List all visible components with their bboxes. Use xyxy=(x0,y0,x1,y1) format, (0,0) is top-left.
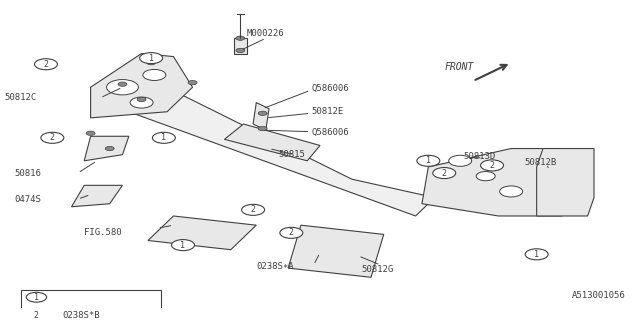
Polygon shape xyxy=(537,148,594,216)
Text: 1: 1 xyxy=(161,133,166,142)
Polygon shape xyxy=(422,148,562,216)
Circle shape xyxy=(26,311,47,320)
Text: A513001056: A513001056 xyxy=(572,291,626,300)
Text: Q586006: Q586006 xyxy=(312,128,349,137)
Circle shape xyxy=(147,60,156,65)
Text: 0238S*B: 0238S*B xyxy=(62,311,100,320)
Text: 2: 2 xyxy=(490,161,495,170)
Circle shape xyxy=(481,160,504,171)
Text: 2: 2 xyxy=(251,205,255,214)
Text: 50815: 50815 xyxy=(278,150,305,159)
Circle shape xyxy=(118,82,127,86)
Polygon shape xyxy=(72,185,122,207)
Text: 0474S: 0474S xyxy=(14,195,41,204)
Circle shape xyxy=(137,97,146,102)
Circle shape xyxy=(105,146,114,151)
Circle shape xyxy=(417,155,440,166)
Polygon shape xyxy=(84,136,129,161)
Circle shape xyxy=(433,168,456,179)
Text: 50812E: 50812E xyxy=(312,107,344,116)
Circle shape xyxy=(188,81,197,85)
Polygon shape xyxy=(234,38,246,53)
Circle shape xyxy=(140,52,163,64)
Circle shape xyxy=(41,132,64,143)
Text: 1: 1 xyxy=(534,250,539,259)
Text: Q586006: Q586006 xyxy=(312,84,349,93)
Text: 1: 1 xyxy=(148,54,154,63)
Circle shape xyxy=(280,227,303,238)
Circle shape xyxy=(476,172,495,181)
Circle shape xyxy=(258,111,267,116)
Text: 1: 1 xyxy=(34,293,39,302)
Polygon shape xyxy=(225,124,320,161)
Text: 2: 2 xyxy=(50,133,55,142)
Circle shape xyxy=(449,155,472,166)
Circle shape xyxy=(236,48,245,52)
Circle shape xyxy=(236,36,245,40)
Circle shape xyxy=(35,59,58,70)
Polygon shape xyxy=(253,102,269,130)
Text: 50816: 50816 xyxy=(14,169,41,178)
Circle shape xyxy=(86,131,95,135)
Circle shape xyxy=(143,69,166,81)
Text: FRONT: FRONT xyxy=(444,62,474,72)
Text: M000226: M000226 xyxy=(246,29,284,38)
Circle shape xyxy=(152,132,175,143)
Text: 2: 2 xyxy=(44,60,49,69)
Circle shape xyxy=(172,240,195,251)
Circle shape xyxy=(26,292,47,302)
Polygon shape xyxy=(288,225,384,277)
Text: 2: 2 xyxy=(34,311,39,320)
Text: 1: 1 xyxy=(426,156,431,165)
Polygon shape xyxy=(109,75,435,216)
Bar xyxy=(20,290,161,320)
Circle shape xyxy=(106,80,138,95)
Text: M060004: M060004 xyxy=(62,293,100,302)
Circle shape xyxy=(130,97,153,108)
Text: 50812B: 50812B xyxy=(524,158,556,167)
Text: FIG.580: FIG.580 xyxy=(84,228,122,237)
Text: 50812C: 50812C xyxy=(4,93,37,102)
Circle shape xyxy=(242,204,264,215)
Circle shape xyxy=(500,186,523,197)
Text: 50813D: 50813D xyxy=(463,152,495,161)
Text: 0238S∗A: 0238S∗A xyxy=(256,262,294,271)
Text: 2: 2 xyxy=(442,169,447,178)
Circle shape xyxy=(525,249,548,260)
Text: 1: 1 xyxy=(180,241,186,250)
Text: 2: 2 xyxy=(289,228,294,237)
Polygon shape xyxy=(148,216,256,250)
Circle shape xyxy=(258,126,267,131)
Polygon shape xyxy=(91,53,193,118)
Text: 50812G: 50812G xyxy=(362,265,394,274)
